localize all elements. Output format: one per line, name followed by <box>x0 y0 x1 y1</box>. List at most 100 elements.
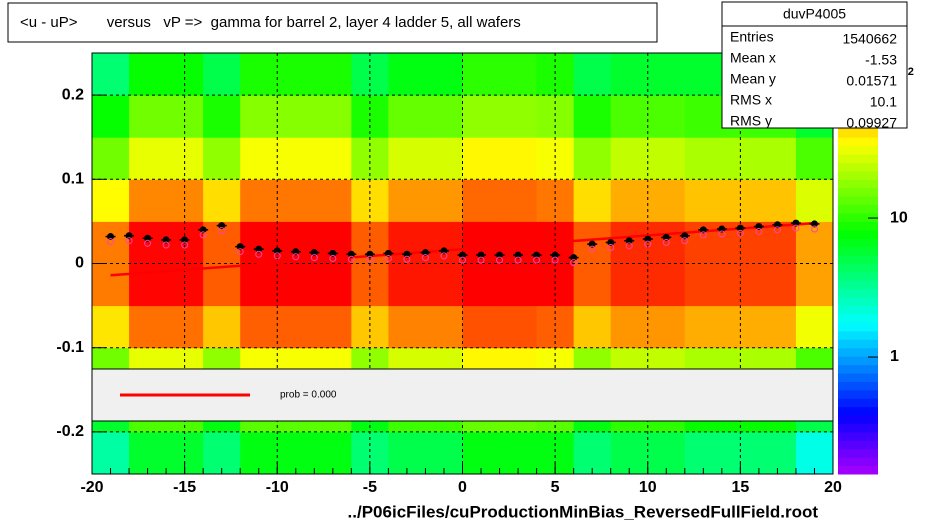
profile-point <box>218 227 226 235</box>
heat-cell <box>129 53 167 96</box>
y-tick-label: -0.1 <box>56 339 84 356</box>
profile-point <box>384 254 392 262</box>
color-bar-step <box>838 457 878 467</box>
x-tick-label: -5 <box>363 479 377 496</box>
profile-point <box>440 252 448 260</box>
heat-cell <box>314 263 352 307</box>
color-bar-step <box>838 423 878 433</box>
heat-cell <box>203 179 241 222</box>
heat-cell <box>647 305 686 349</box>
z-tick-label: 1 <box>890 348 899 365</box>
heat-cell <box>129 95 167 138</box>
heat-cell <box>462 137 501 180</box>
heat-cell <box>277 179 315 222</box>
heat-cell <box>240 431 278 475</box>
heat-cell <box>499 263 538 307</box>
color-bar-step <box>838 255 878 264</box>
profile-point <box>644 240 652 248</box>
heat-cell <box>610 179 649 222</box>
profile-point <box>477 256 485 264</box>
y-tick-label: 0.1 <box>62 171 84 188</box>
profile-point <box>736 229 744 237</box>
stats-value: 10.1 <box>870 94 897 110</box>
color-bar-step <box>838 305 878 315</box>
heat-cell <box>499 431 538 475</box>
heat-cell <box>647 179 686 222</box>
heat-cell <box>92 95 130 138</box>
color-bar-step <box>838 280 878 290</box>
color-bar-step <box>838 339 878 349</box>
color-bar-step <box>838 204 878 214</box>
stats-label: Mean y <box>730 71 776 87</box>
color-bar-step <box>838 179 878 189</box>
color-bar-step <box>838 263 878 273</box>
heat-cell <box>610 137 649 180</box>
heat-cell <box>314 431 352 475</box>
heat-cell <box>425 137 463 180</box>
heat-cell <box>573 305 612 349</box>
heat-cell <box>684 53 723 96</box>
stats-box <box>721 1 908 129</box>
profile-point <box>755 228 763 236</box>
x-tick-label: 0 <box>458 479 467 496</box>
stats-label: Entries <box>730 29 774 45</box>
heat-cell <box>499 305 538 349</box>
x-tick-label: -10 <box>266 479 289 496</box>
heat-cell <box>129 137 167 180</box>
heat-cell <box>277 53 315 96</box>
profile-point <box>699 231 707 239</box>
color-bar-step <box>838 356 878 366</box>
heat-cell <box>573 95 612 138</box>
color-bar-step <box>838 196 878 206</box>
stats-value: 0.09927 <box>846 115 897 131</box>
heat-cell <box>610 95 649 138</box>
color-bar-step <box>838 288 878 298</box>
profile-point <box>514 256 522 264</box>
profile-point <box>810 225 818 233</box>
fit-line <box>110 221 815 277</box>
heat-cell <box>314 53 352 96</box>
profile-point <box>144 239 152 247</box>
profile-point <box>236 248 244 256</box>
heat-cell <box>647 263 686 307</box>
heat-cell <box>647 137 686 180</box>
color-bar-step <box>838 322 878 332</box>
color-bar-step <box>838 314 878 323</box>
heat-cell <box>277 431 315 475</box>
heat-cell <box>92 305 130 349</box>
profile-point <box>310 254 318 262</box>
heat-cell <box>203 431 241 475</box>
heat-cell <box>758 431 797 475</box>
heat-cell <box>425 263 463 307</box>
heat-cell <box>92 53 130 96</box>
color-bar-step <box>838 330 878 340</box>
heat-cell <box>388 305 426 349</box>
heat-cell <box>277 221 315 264</box>
heat-cell <box>203 305 241 349</box>
heat-cell <box>129 221 167 264</box>
heat-cell <box>203 263 241 307</box>
heat-cell <box>573 137 612 180</box>
heat-cell <box>277 263 315 307</box>
profile-point <box>773 226 781 234</box>
heat-cell <box>758 221 797 264</box>
heat-cell <box>314 137 352 180</box>
heat-cell <box>425 221 463 264</box>
heat-cell <box>92 179 130 222</box>
y-tick-label: 0.2 <box>62 86 84 103</box>
profile-point <box>125 237 133 245</box>
profile-point <box>292 253 300 261</box>
x-tick-label: 10 <box>639 479 657 496</box>
heat-cell <box>499 179 538 222</box>
profile-point <box>459 256 466 264</box>
profile-point <box>199 231 207 239</box>
color-bar-step <box>838 162 878 172</box>
heat-cell <box>795 179 834 222</box>
color-bar-step <box>838 170 878 180</box>
heat-cell <box>610 305 649 349</box>
profile-point <box>551 256 559 264</box>
stats-title: duvP4005 <box>783 6 846 22</box>
color-bar-step <box>838 398 878 408</box>
heat-cell <box>388 431 426 475</box>
